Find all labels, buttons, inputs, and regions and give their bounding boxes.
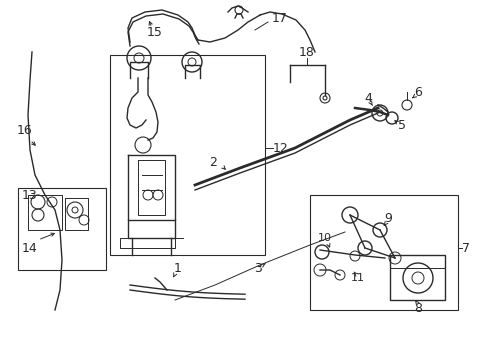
Text: 4: 4 bbox=[364, 91, 371, 104]
Text: 15: 15 bbox=[147, 26, 163, 39]
Text: 18: 18 bbox=[299, 45, 314, 59]
Bar bbox=[18, 188, 106, 270]
Bar bbox=[309, 195, 457, 310]
Text: 16: 16 bbox=[17, 123, 33, 136]
Text: 10: 10 bbox=[317, 233, 331, 243]
Text: 2: 2 bbox=[209, 156, 217, 168]
Bar bbox=[389, 255, 444, 300]
Text: 7: 7 bbox=[461, 242, 469, 255]
Text: 8: 8 bbox=[413, 302, 421, 315]
Text: 1: 1 bbox=[174, 261, 182, 274]
Text: 14: 14 bbox=[22, 242, 38, 255]
Text: 13: 13 bbox=[22, 189, 38, 202]
Text: 6: 6 bbox=[413, 86, 421, 99]
Bar bbox=[110, 55, 264, 255]
Text: 11: 11 bbox=[350, 273, 364, 283]
Text: 12: 12 bbox=[272, 141, 288, 154]
Text: 9: 9 bbox=[383, 212, 391, 225]
Text: 3: 3 bbox=[254, 261, 262, 274]
Text: 17: 17 bbox=[271, 12, 287, 24]
Text: 5: 5 bbox=[397, 118, 405, 131]
